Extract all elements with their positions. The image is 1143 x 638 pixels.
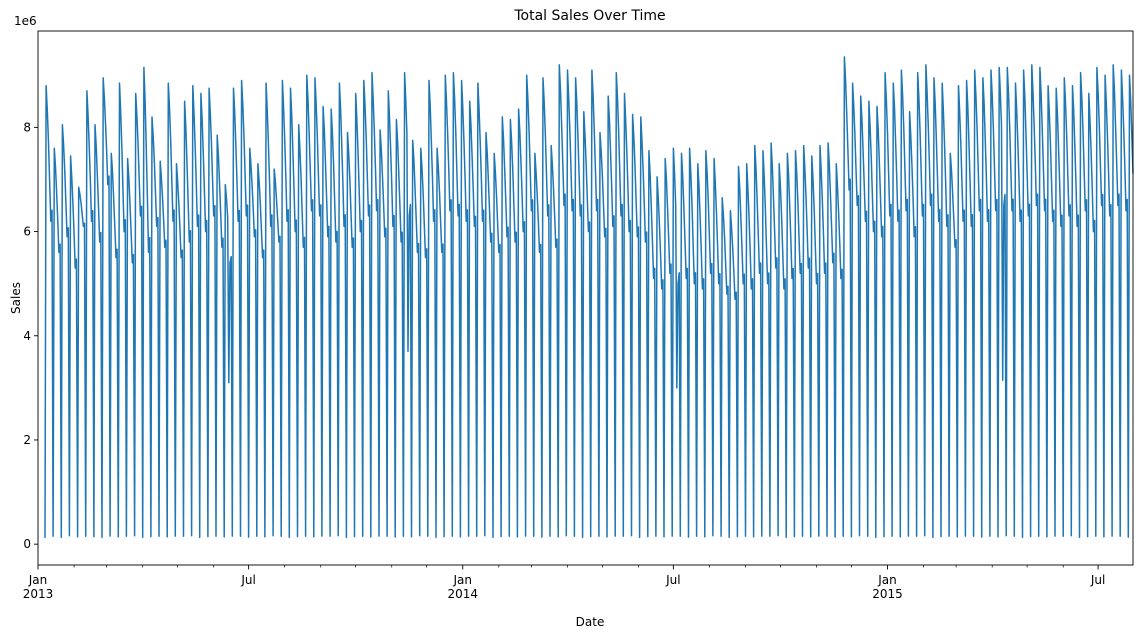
y-tick-label: 8 xyxy=(23,120,31,134)
x-tick-year-label: 2014 xyxy=(447,587,478,601)
plot-frame xyxy=(37,30,1134,566)
chart-title: Total Sales Over Time xyxy=(513,8,665,24)
x-tick-label: Jan xyxy=(452,573,472,587)
x-tick-year-label: 2015 xyxy=(872,587,903,601)
y-tick-label: 2 xyxy=(23,433,31,447)
y-tick-label: 6 xyxy=(23,225,31,239)
plot-area xyxy=(44,56,1134,539)
x-axis-label: Date xyxy=(576,615,605,629)
y-offset-label: 1e6 xyxy=(14,14,37,28)
x-tick-label: Jan xyxy=(28,573,48,587)
y-tick-label: 4 xyxy=(23,329,31,343)
x-tick-label: Jul xyxy=(1090,573,1105,587)
series-line-total-sales xyxy=(44,56,1134,539)
y-tick-label: 0 xyxy=(23,537,31,551)
y-axis: 0 2 4 6 8 xyxy=(23,120,38,551)
x-tick-label: Jan xyxy=(877,573,897,587)
x-tick-label: Jul xyxy=(240,573,255,587)
x-tick-label: Jul xyxy=(665,573,680,587)
y-axis-label: Sales xyxy=(9,282,23,314)
x-tick-year-label: 2013 xyxy=(23,587,54,601)
